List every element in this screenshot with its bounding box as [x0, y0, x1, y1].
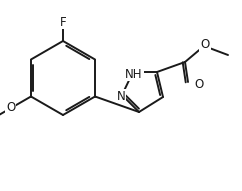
Text: O: O [194, 78, 203, 91]
Text: NH: NH [125, 67, 143, 80]
Text: O: O [200, 39, 210, 52]
Text: O: O [6, 101, 15, 114]
Text: F: F [60, 15, 66, 28]
Text: N: N [117, 90, 125, 103]
